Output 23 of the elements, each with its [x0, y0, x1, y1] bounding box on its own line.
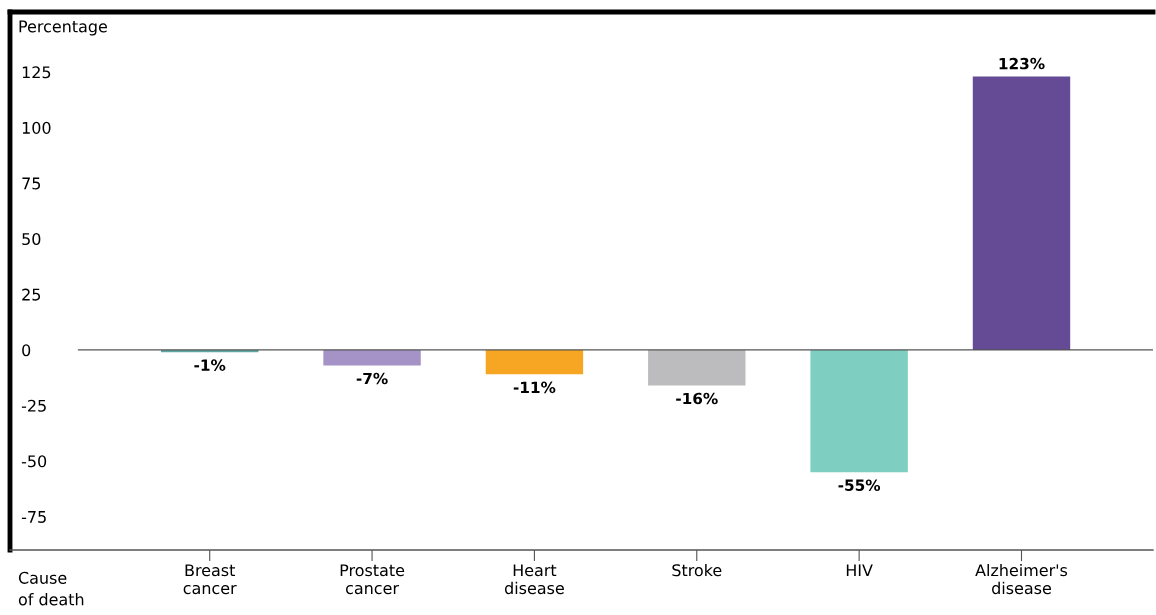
- x-tick-label: Prostate cancer: [340, 564, 405, 595]
- y-tick-label: 125: [22, 66, 51, 79]
- data-label: 123%: [999, 57, 1045, 70]
- data-label: -7%: [356, 372, 388, 385]
- x-tick-label: Alzheimer's disease: [975, 563, 1068, 595]
- data-label: -55%: [838, 479, 881, 491]
- y-axis-title: Percentage: [19, 20, 107, 36]
- x-tick-label: Breast cancer: [183, 564, 237, 595]
- x-tick-label: Heart disease: [504, 564, 564, 595]
- data-label: -16%: [676, 392, 718, 405]
- y-tick-label: -75: [21, 511, 46, 523]
- y-tick-label: -25: [21, 399, 46, 412]
- x-tick-label: HIV: [846, 564, 873, 577]
- y-tick-label: 50: [22, 232, 41, 246]
- y-tick-label: -50: [21, 455, 47, 468]
- y-tick-label: 0: [22, 344, 31, 357]
- data-label: -1%: [194, 359, 226, 371]
- y-tick-label: 25: [22, 288, 41, 301]
- y-tick-label: 75: [22, 177, 41, 190]
- x-axis-title: Cause of death: [18, 571, 84, 606]
- y-tick-label: 100: [22, 121, 51, 134]
- x-tick-label: Stroke: [672, 563, 722, 577]
- data-label: -11%: [513, 381, 556, 394]
